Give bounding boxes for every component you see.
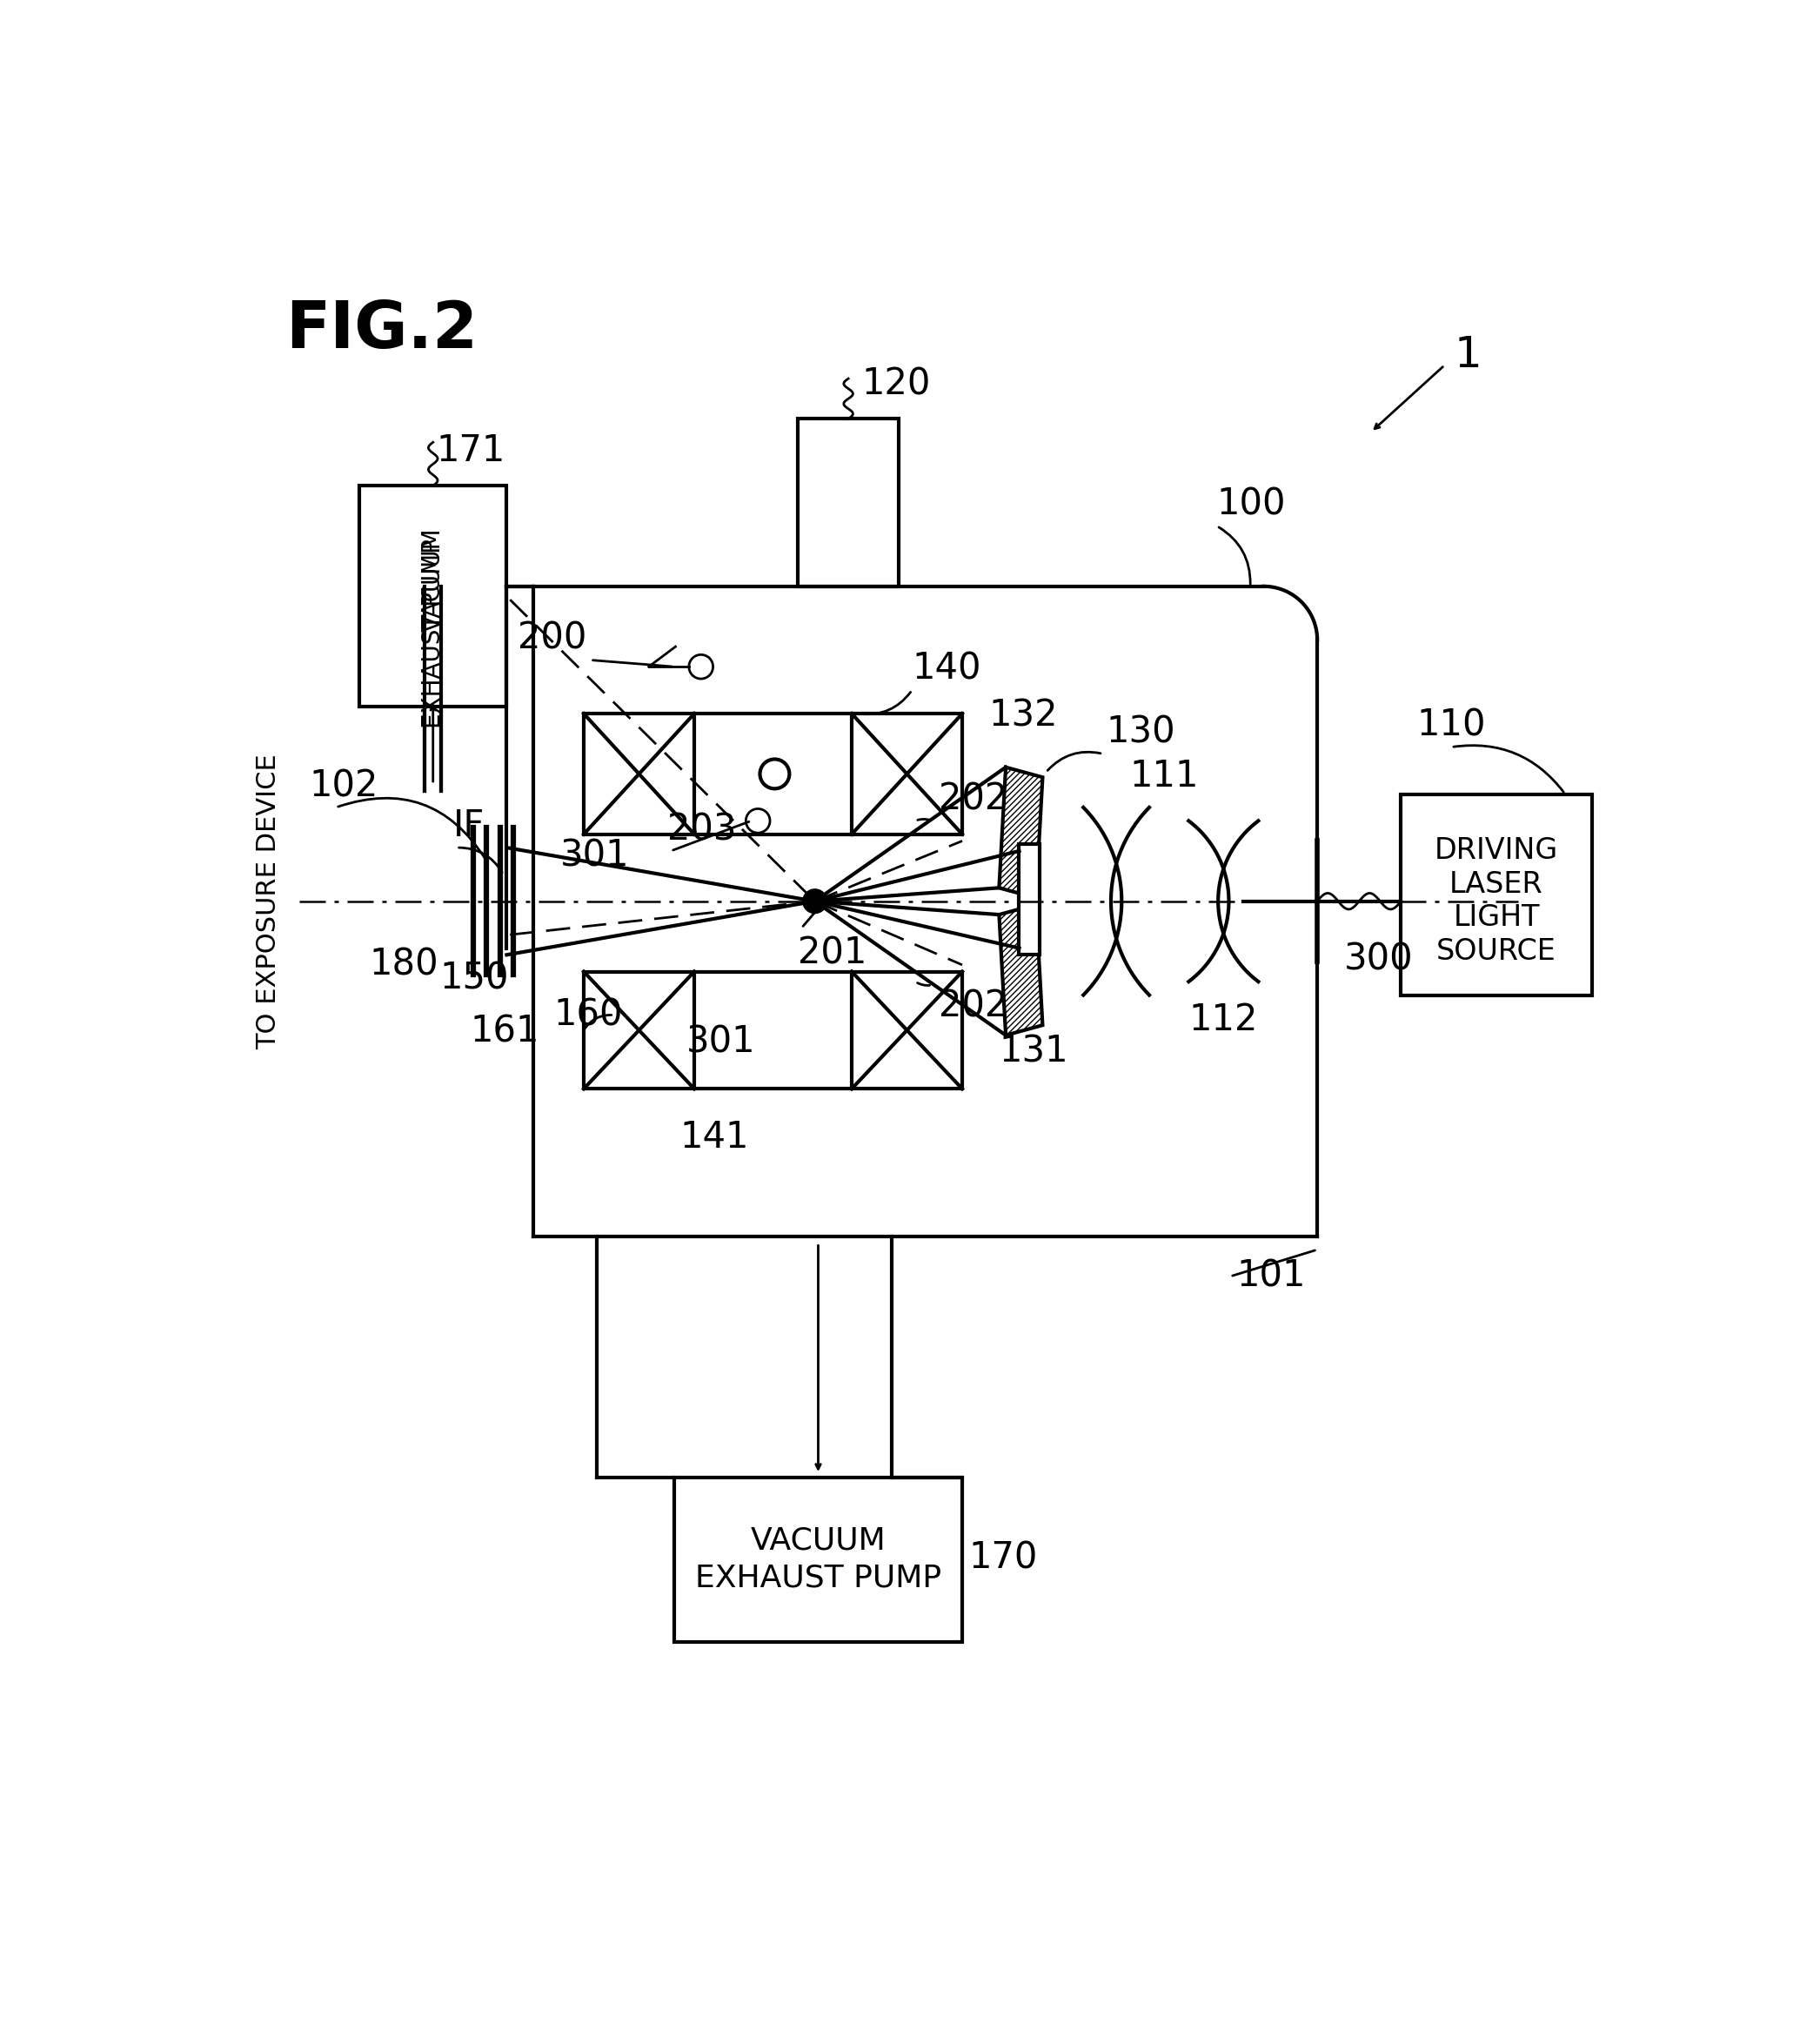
Text: 130: 130 — [1107, 713, 1176, 750]
Text: 111: 111 — [1130, 758, 1199, 793]
Text: 132: 132 — [988, 697, 1057, 734]
Text: 203: 203 — [668, 811, 737, 848]
Text: EXHAUST PUMP: EXHAUST PUMP — [420, 538, 446, 728]
Text: 1: 1 — [1454, 335, 1481, 376]
Bar — [852, 713, 963, 834]
Text: 161: 161 — [470, 1014, 539, 1051]
Text: VACUUM: VACUUM — [750, 1527, 886, 1555]
Polygon shape — [999, 905, 1043, 1034]
Text: IF: IF — [453, 807, 484, 844]
Bar — [673, 1478, 963, 1641]
Circle shape — [803, 889, 826, 914]
Text: 110: 110 — [1416, 707, 1485, 744]
Bar — [1401, 793, 1592, 995]
Text: 301: 301 — [561, 838, 630, 875]
Bar — [584, 713, 693, 834]
Text: 100: 100 — [1218, 486, 1287, 523]
Bar — [359, 486, 506, 707]
Text: LIGHT: LIGHT — [1452, 903, 1540, 932]
Text: 140: 140 — [912, 650, 981, 687]
Text: 171: 171 — [437, 433, 506, 468]
Text: 101: 101 — [1238, 1259, 1307, 1294]
Bar — [799, 419, 899, 587]
Bar — [852, 971, 963, 1089]
Text: 141: 141 — [681, 1118, 750, 1155]
Text: FIG.2: FIG.2 — [286, 298, 479, 362]
Polygon shape — [999, 766, 1043, 897]
Text: TO EXPOSURE DEVICE: TO EXPOSURE DEVICE — [257, 754, 282, 1049]
Text: 131: 131 — [999, 1034, 1068, 1071]
Text: 180: 180 — [369, 946, 439, 983]
Text: DRIVING: DRIVING — [1434, 836, 1558, 865]
Text: VACUUM: VACUUM — [420, 527, 446, 632]
Text: 102: 102 — [309, 769, 379, 803]
Text: 200: 200 — [519, 619, 588, 656]
Text: 301: 301 — [686, 1024, 755, 1061]
Text: 202: 202 — [939, 781, 1008, 818]
Text: SOURCE: SOURCE — [1436, 936, 1556, 967]
Text: 150: 150 — [440, 961, 510, 997]
Text: 120: 120 — [861, 366, 930, 403]
Bar — [1019, 844, 1039, 955]
Text: LASER: LASER — [1449, 871, 1543, 899]
Text: 202: 202 — [939, 989, 1008, 1024]
Text: 170: 170 — [968, 1539, 1037, 1576]
Text: 160: 160 — [553, 997, 622, 1034]
Bar — [584, 971, 693, 1089]
Text: 112: 112 — [1188, 1002, 1258, 1038]
Text: 300: 300 — [1343, 942, 1414, 977]
Text: 201: 201 — [799, 934, 866, 971]
Text: EXHAUST PUMP: EXHAUST PUMP — [695, 1564, 941, 1592]
